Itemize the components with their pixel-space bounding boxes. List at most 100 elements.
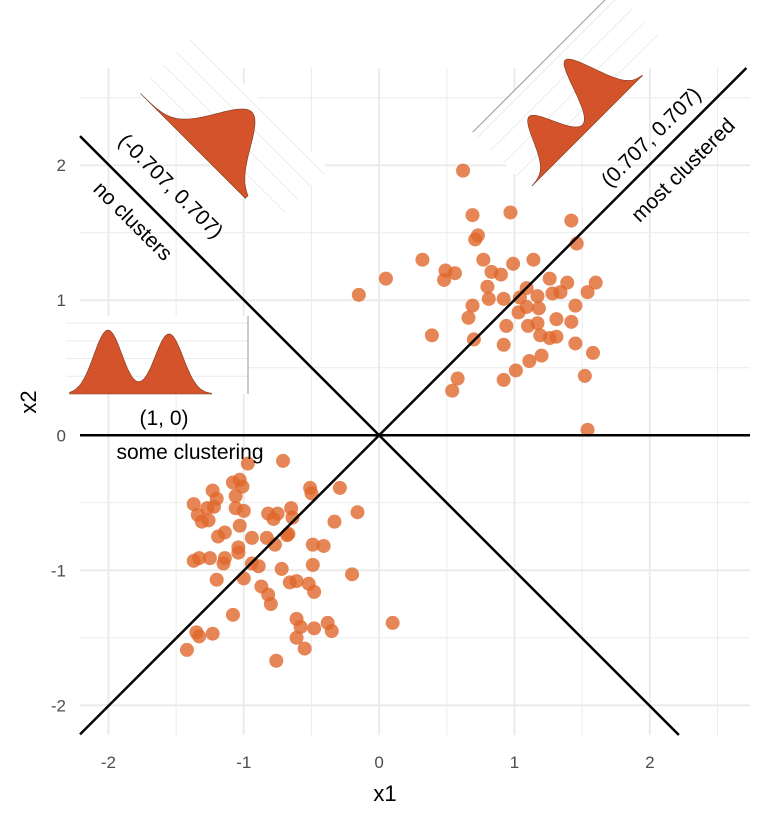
data-point: [580, 285, 595, 300]
data-point: [456, 163, 471, 178]
data-point: [305, 537, 320, 552]
data-point: [201, 513, 216, 528]
data-point: [588, 275, 603, 290]
x-tick-label: -1: [236, 753, 251, 772]
data-point: [192, 551, 207, 566]
data-point: [316, 538, 331, 553]
data-point: [508, 363, 523, 378]
inset-background: [472, 0, 671, 189]
data-point: [506, 256, 521, 271]
data-point: [307, 621, 322, 636]
inset-grid-line: [503, 21, 646, 164]
label-some-clustering: some clustering: [116, 441, 263, 464]
data-point: [568, 298, 583, 313]
data-point: [480, 279, 495, 294]
inset-grid-line: [490, 8, 633, 151]
data-point: [530, 316, 545, 331]
data-point: [186, 497, 201, 512]
data-point: [350, 505, 365, 520]
line-most-clustered: [79, 67, 748, 736]
density-curve: [140, 93, 256, 199]
data-point: [378, 271, 393, 286]
data-point: [231, 545, 246, 560]
density-insets: [66, 0, 671, 395]
data-point: [493, 267, 508, 282]
data-point: [496, 291, 511, 306]
data-point: [266, 511, 281, 526]
y-tick-label: 2: [57, 156, 66, 175]
data-point: [179, 642, 194, 657]
inset-most-clustered: [472, 0, 671, 189]
reference-lines: [79, 67, 750, 736]
data-point: [305, 557, 320, 572]
data-point: [549, 329, 564, 344]
data-point: [274, 561, 289, 576]
data-point: [461, 310, 476, 325]
data-point: [251, 559, 266, 574]
data-point: [503, 205, 518, 220]
data-point: [267, 537, 282, 552]
data-point: [415, 252, 430, 267]
data-point: [496, 372, 511, 387]
data-point: [447, 266, 462, 281]
data-point: [240, 456, 255, 471]
data-point: [519, 299, 534, 314]
data-point: [202, 551, 217, 566]
data-point: [289, 574, 304, 589]
data-point: [205, 626, 220, 641]
data-point: [217, 525, 232, 540]
x-tick-label: 0: [374, 753, 383, 772]
data-point: [450, 371, 465, 386]
data-point: [285, 510, 300, 525]
data-point: [437, 272, 452, 287]
x-tick-label: 2: [645, 753, 654, 772]
data-point: [553, 285, 568, 300]
data-point: [276, 453, 291, 468]
data-point: [225, 607, 240, 622]
y-axis-ticks: -2 -1 0 1 2: [51, 156, 66, 715]
data-point: [304, 486, 319, 501]
data-point: [465, 298, 480, 313]
data-point: [345, 567, 360, 582]
y-axis-title: x2: [16, 390, 41, 413]
data-point: [236, 571, 251, 586]
inset-no-clusters: [137, 34, 329, 226]
data-point: [324, 624, 339, 639]
x-tick-label: -2: [101, 753, 116, 772]
data-point: [232, 518, 247, 533]
x-axis-ticks: -2 -1 0 1 2: [101, 753, 655, 772]
data-point: [327, 514, 342, 529]
data-point: [228, 489, 243, 504]
y-tick-label: -1: [51, 561, 66, 580]
data-point: [216, 556, 231, 571]
inset-grid-line: [188, 39, 324, 175]
data-point: [280, 528, 295, 543]
data-point: [526, 252, 541, 267]
label-some-clustering-direction: (1, 0): [139, 407, 188, 430]
y-tick-label: 0: [57, 426, 66, 445]
data-point: [351, 287, 366, 302]
data-point: [269, 653, 284, 668]
data-point: [496, 337, 511, 352]
data-point: [542, 271, 557, 286]
data-point: [192, 629, 207, 644]
data-point: [481, 291, 496, 306]
x-tick-label: 1: [510, 753, 519, 772]
data-point: [564, 213, 579, 228]
data-point: [499, 318, 514, 333]
data-point: [568, 336, 583, 351]
data-point: [209, 572, 224, 587]
data-point: [465, 208, 480, 223]
data-point: [522, 353, 537, 368]
data-point: [476, 252, 491, 267]
y-tick-label: -2: [51, 696, 66, 715]
data-point: [236, 503, 251, 518]
data-point: [207, 499, 221, 514]
inset-some-clustering: [66, 316, 249, 395]
data-point: [549, 312, 564, 327]
data-point: [531, 301, 546, 316]
data-point: [530, 289, 545, 304]
points: [179, 163, 603, 668]
data-point: [580, 422, 595, 437]
